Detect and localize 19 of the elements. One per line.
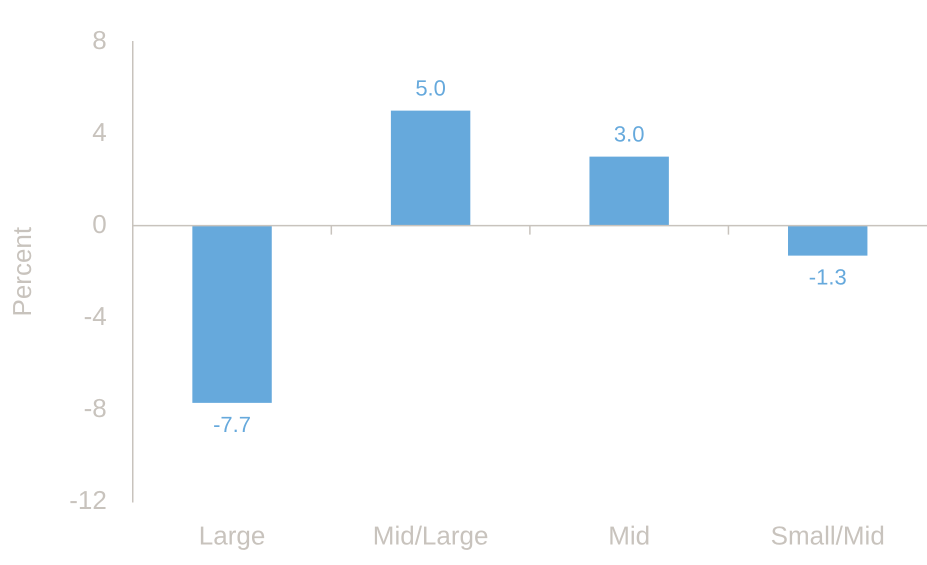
x-tick-label: Small/Mid [770,520,885,551]
bar [788,226,868,256]
data-label: -7.7 [213,412,252,437]
data-label: 5.0 [415,76,446,101]
y-tick-label: 8 [92,24,107,55]
bar [390,110,470,226]
data-label: -1.3 [808,264,847,290]
y-axis-title: Percent [6,226,37,317]
y-tick-label: 0 [92,208,107,239]
data-label: 3.0 [614,122,644,147]
bar [589,156,669,226]
y-tick-label: -4 [84,300,107,331]
y-tick-label: -8 [84,392,107,423]
y-tick-label: -12 [69,484,107,515]
x-tick-label: Mid/Large [372,520,488,551]
bar [192,226,272,403]
y-tick-label: 4 [92,116,107,147]
x-tick-label: Mid [608,520,650,551]
x-tick-label: Large [198,520,266,551]
